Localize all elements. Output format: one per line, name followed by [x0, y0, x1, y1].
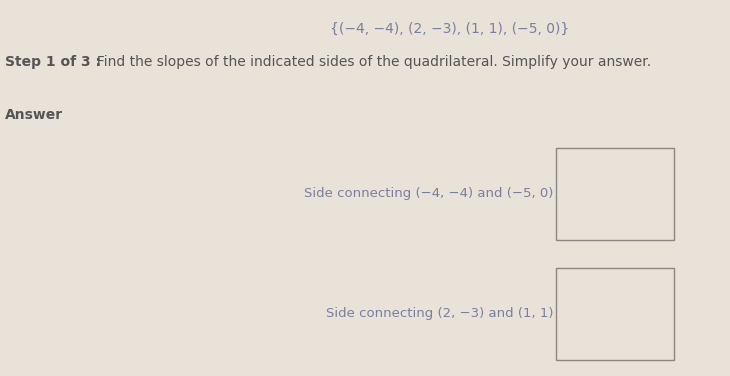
Text: {(−4, −4), (2, −3), (1, 1), (−5, 0)}: {(−4, −4), (2, −3), (1, 1), (−5, 0)} — [331, 22, 569, 36]
Text: Find the slopes of the indicated sides of the quadrilateral. Simplify your answe: Find the slopes of the indicated sides o… — [88, 55, 651, 69]
Bar — [556, 148, 674, 240]
Text: Side connecting (−4, −4) and (−5, 0): Side connecting (−4, −4) and (−5, 0) — [304, 188, 553, 200]
Text: Step 1 of 3 :: Step 1 of 3 : — [5, 55, 101, 69]
Text: Answer: Answer — [5, 108, 63, 122]
Bar — [556, 268, 674, 360]
Text: Side connecting (2, −3) and (1, 1): Side connecting (2, −3) and (1, 1) — [326, 308, 553, 320]
